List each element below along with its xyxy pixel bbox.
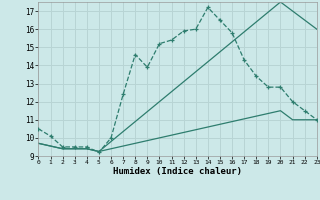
X-axis label: Humidex (Indice chaleur): Humidex (Indice chaleur) [113, 167, 242, 176]
